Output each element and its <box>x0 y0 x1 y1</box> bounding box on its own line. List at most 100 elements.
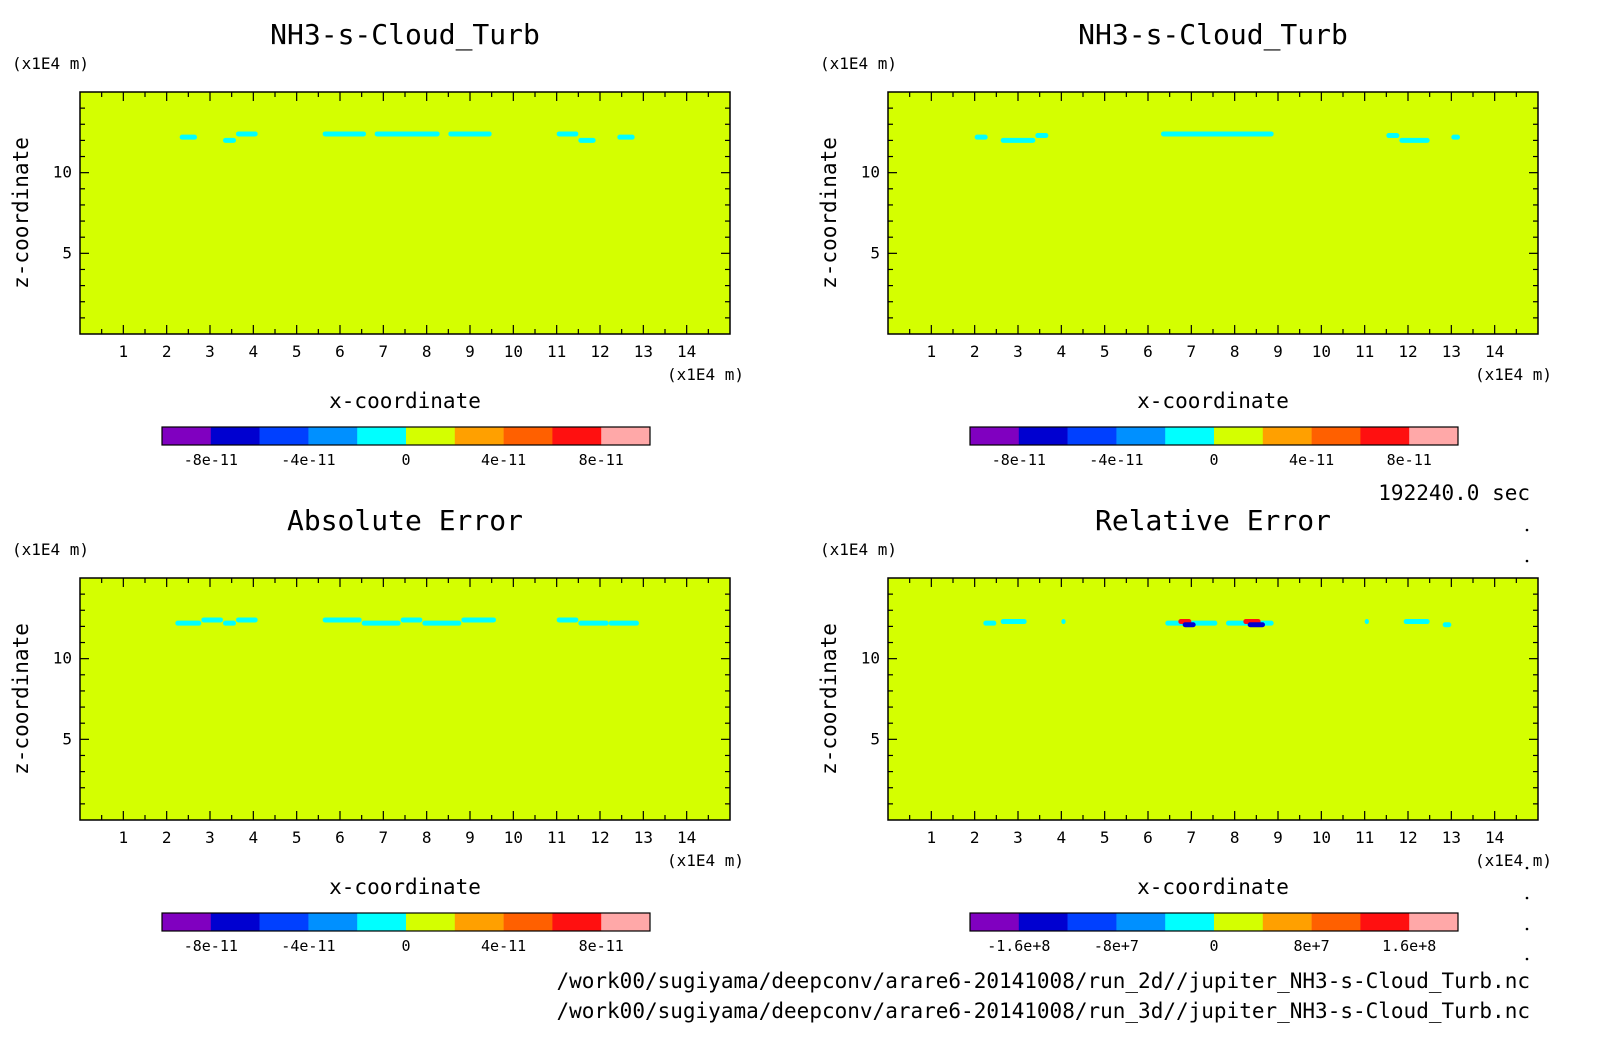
contour-feature <box>983 620 997 626</box>
x-tick-label: 8 <box>1230 342 1240 361</box>
colorbar-label: 8e-11 <box>1387 451 1432 469</box>
chart-panel-2: NH3-s-Cloud_Turb(x1E4 m)1 2 3 4 5 6 7 8 9 10 11 12 1… <box>817 18 1552 469</box>
colorbar-swatch <box>357 913 407 931</box>
y-axis-label: z-coordinate <box>9 137 33 289</box>
y-axis-label: z-coordinate <box>817 623 841 775</box>
y-tick-label: 5 <box>62 243 72 262</box>
x-tick-label: 4 <box>1057 342 1067 361</box>
y-tick-label: 10 <box>53 163 72 182</box>
contour-feature <box>1442 622 1452 628</box>
y-tick-label: 10 <box>861 163 880 182</box>
colorbar-swatch <box>1409 913 1459 931</box>
colorbar-swatch <box>1311 427 1361 445</box>
x-tick-label: 9 <box>465 342 475 361</box>
x-tick-label: 1 <box>119 828 129 847</box>
contour-feature <box>223 137 236 143</box>
contour-feature <box>374 131 440 137</box>
x-axis-label: x-coordinate <box>329 875 481 899</box>
contour-feature <box>578 620 609 626</box>
colorbar-frame <box>161 426 651 446</box>
contour-feature <box>556 131 579 137</box>
contour-feature <box>608 620 639 626</box>
contour-feature <box>223 620 236 626</box>
colorbar-swatch <box>601 427 651 445</box>
y-unit-label: (x1E4 m) <box>12 540 89 559</box>
y-tick-label: 5 <box>870 243 880 262</box>
plot-area <box>888 92 1538 334</box>
contour-feature <box>400 617 423 623</box>
plot-area <box>80 92 730 334</box>
x-tick-label: 14 <box>1485 828 1504 847</box>
colorbar: -8e-11 -4e-11 0 4e-11 8e-11 <box>161 426 651 469</box>
colorbar-swatch <box>1067 427 1117 445</box>
colorbar-label: 4e-11 <box>481 451 526 469</box>
x-tick-label: 7 <box>1187 828 1197 847</box>
contour-feature <box>361 620 401 626</box>
colorbar-swatch <box>454 913 504 931</box>
x-tick-label: 11 <box>547 342 566 361</box>
contour-feature <box>1403 619 1430 625</box>
x-unit-label: (x1E4 m) <box>1475 851 1552 870</box>
x-tick-label: 2 <box>162 828 172 847</box>
colorbar-swatch <box>210 913 260 931</box>
x-tick-label: 5 <box>292 828 302 847</box>
x-tick-label: 11 <box>1355 342 1374 361</box>
margin-dots <box>1525 528 1529 961</box>
x-axis-label: x-coordinate <box>1137 389 1289 413</box>
colorbar-swatch <box>601 913 651 931</box>
colorbar: -8e-11 -4e-11 0 4e-11 8e-11 <box>161 912 651 955</box>
x-tick-label: 11 <box>547 828 566 847</box>
x-tick-label: 2 <box>970 828 980 847</box>
x-tick-label: 6 <box>1143 342 1153 361</box>
x-tick-label: 1 <box>119 342 129 361</box>
colorbar-swatch <box>1262 913 1312 931</box>
contour-feature <box>1451 134 1460 140</box>
x-tick-label: 9 <box>1273 342 1283 361</box>
x-tick-label: 4 <box>1057 828 1067 847</box>
x-tick-label: 2 <box>162 342 172 361</box>
colorbar-swatch <box>1360 427 1410 445</box>
contour-feature <box>1364 619 1369 625</box>
contour-feature <box>1247 622 1265 628</box>
colorbar-label: -8e+7 <box>1094 937 1139 955</box>
x-tick-label: 4 <box>249 342 259 361</box>
colorbar-label: 4e-11 <box>1289 451 1334 469</box>
contour-feature <box>1061 619 1066 625</box>
x-unit-label: (x1E4 m) <box>667 851 744 870</box>
y-unit-label: (x1E4 m) <box>820 54 897 73</box>
colorbar-label: 8e-11 <box>579 451 624 469</box>
footer-path-1: /work00/sugiyama/deepconv/arare6-2014100… <box>556 969 1530 993</box>
x-axis-label: x-coordinate <box>1137 875 1289 899</box>
colorbar-swatch <box>1360 913 1410 931</box>
chart-title: Relative Error <box>1095 504 1331 537</box>
x-tick-label: 14 <box>677 342 696 361</box>
contour-feature <box>617 134 635 140</box>
colorbar-label: 8e-11 <box>579 937 624 955</box>
contour-feature <box>422 620 462 626</box>
colorbar-swatch <box>1262 427 1312 445</box>
colorbar-swatch <box>259 427 309 445</box>
colorbar-swatch <box>162 913 212 931</box>
colorbar-swatch <box>210 427 260 445</box>
x-tick-label: 11 <box>1355 828 1374 847</box>
y-tick-label: 5 <box>62 729 72 748</box>
x-tick-label: 12 <box>590 828 609 847</box>
colorbar-label: 8e+7 <box>1294 937 1330 955</box>
chart-panel-3: Absolute Error(x1E4 m)1 2 3 4 5 6 7 8 9 10 11 12 13 1… <box>9 504 744 955</box>
x-tick-label: 6 <box>335 342 345 361</box>
x-tick-label: 12 <box>590 342 609 361</box>
colorbar-swatch <box>308 427 358 445</box>
contour-feature <box>322 617 362 623</box>
x-tick-label: 9 <box>465 828 475 847</box>
x-tick-label: 5 <box>1100 342 1110 361</box>
contour-feature <box>175 620 202 626</box>
colorbar-label: 1.6e+8 <box>1382 937 1436 955</box>
colorbar-swatch <box>406 427 456 445</box>
colorbar: -8e-11 -4e-11 0 4e-11 8e-11 <box>969 426 1459 469</box>
footer-path-2: /work00/sugiyama/deepconv/arare6-2014100… <box>556 999 1530 1023</box>
x-tick-label: 14 <box>677 828 696 847</box>
contour-feature <box>448 131 492 137</box>
colorbar-label: -1.6e+8 <box>987 937 1050 955</box>
x-tick-label: 10 <box>1312 342 1331 361</box>
